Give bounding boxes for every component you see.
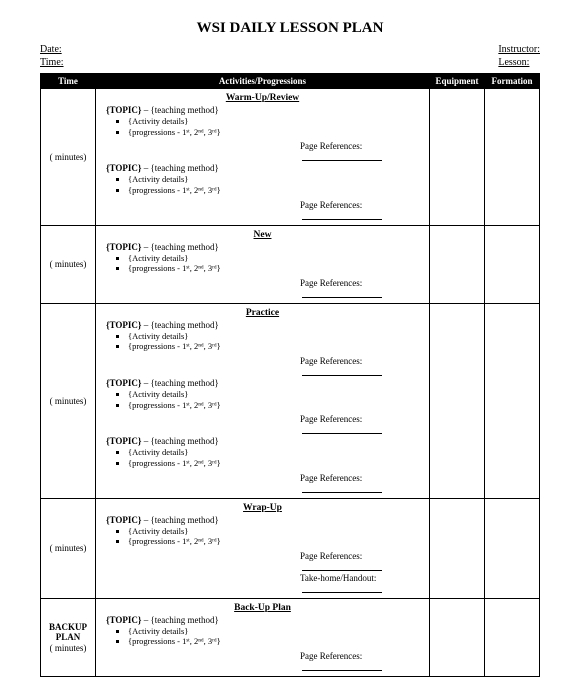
activities-cell: Back-Up Plan {TOPIC} – {teaching method}… xyxy=(96,598,430,676)
page-refs: Page References: xyxy=(100,551,425,571)
activities-cell: New {TOPIC} – {teaching method} {Activit… xyxy=(96,225,430,303)
section-warmup: Warm-Up/Review xyxy=(100,93,425,103)
lesson-table: Time Activities/Progressions Equipment F… xyxy=(40,73,540,677)
activities-cell: Warm-Up/Review {TOPIC} – {teaching metho… xyxy=(96,89,430,226)
section-new: New xyxy=(100,230,425,240)
page-refs: Page References: xyxy=(100,473,425,493)
time-cell-backup: BACKUP PLAN ( minutes) xyxy=(41,598,96,676)
date-label: Date: xyxy=(40,44,62,55)
row-wrapup: ( minutes) Wrap-Up {TOPIC} – {teaching m… xyxy=(41,498,540,598)
activities-cell: Practice {TOPIC} – {teaching method} {Ac… xyxy=(96,303,430,498)
page-refs: Page References: xyxy=(100,200,425,220)
page-refs: Page References: xyxy=(100,414,425,434)
formation-cell xyxy=(485,89,540,226)
header-meta: Date: Time: Instructor: Lesson: xyxy=(40,43,540,69)
takehome-refs: Take-home/Handout: xyxy=(100,573,425,593)
activity-detail: {Activity details} xyxy=(128,116,425,127)
col-time: Time xyxy=(41,74,96,89)
section-practice: Practice xyxy=(100,308,425,318)
row-backup: BACKUP PLAN ( minutes) Back-Up Plan {TOP… xyxy=(41,598,540,676)
progressions: {progressions - 1ˢᵗ, 2ⁿᵈ, 3ʳᵈ} xyxy=(128,127,425,138)
row-warmup: ( minutes) Warm-Up/Review {TOPIC} – {tea… xyxy=(41,89,540,226)
time-cell: ( minutes) xyxy=(41,303,96,498)
col-formation: Formation xyxy=(485,74,540,89)
time-label: Time: xyxy=(40,57,64,68)
page-title: WSI DAILY LESSON PLAN xyxy=(40,20,540,37)
page-refs: Page References: xyxy=(100,141,425,161)
activities-cell: Wrap-Up {TOPIC} – {teaching method} {Act… xyxy=(96,498,430,598)
row-new: ( minutes) New {TOPIC} – {teaching metho… xyxy=(41,225,540,303)
row-practice: ( minutes) Practice {TOPIC} – {teaching … xyxy=(41,303,540,498)
instructor-label: Instructor: xyxy=(498,44,540,55)
time-cell: ( minutes) xyxy=(41,225,96,303)
section-wrapup: Wrap-Up xyxy=(100,503,425,513)
time-cell: ( minutes) xyxy=(41,89,96,226)
col-activities: Activities/Progressions xyxy=(96,74,430,89)
page-refs: Page References: xyxy=(100,356,425,376)
page-refs: Page References: xyxy=(100,651,425,671)
section-backup: Back-Up Plan xyxy=(100,603,425,613)
page-refs: Page References: xyxy=(100,278,425,298)
equipment-cell xyxy=(430,89,485,226)
col-equipment: Equipment xyxy=(430,74,485,89)
topic-title: {TOPIC} xyxy=(106,105,141,115)
lesson-label: Lesson: xyxy=(498,57,529,68)
time-cell: ( minutes) xyxy=(41,498,96,598)
